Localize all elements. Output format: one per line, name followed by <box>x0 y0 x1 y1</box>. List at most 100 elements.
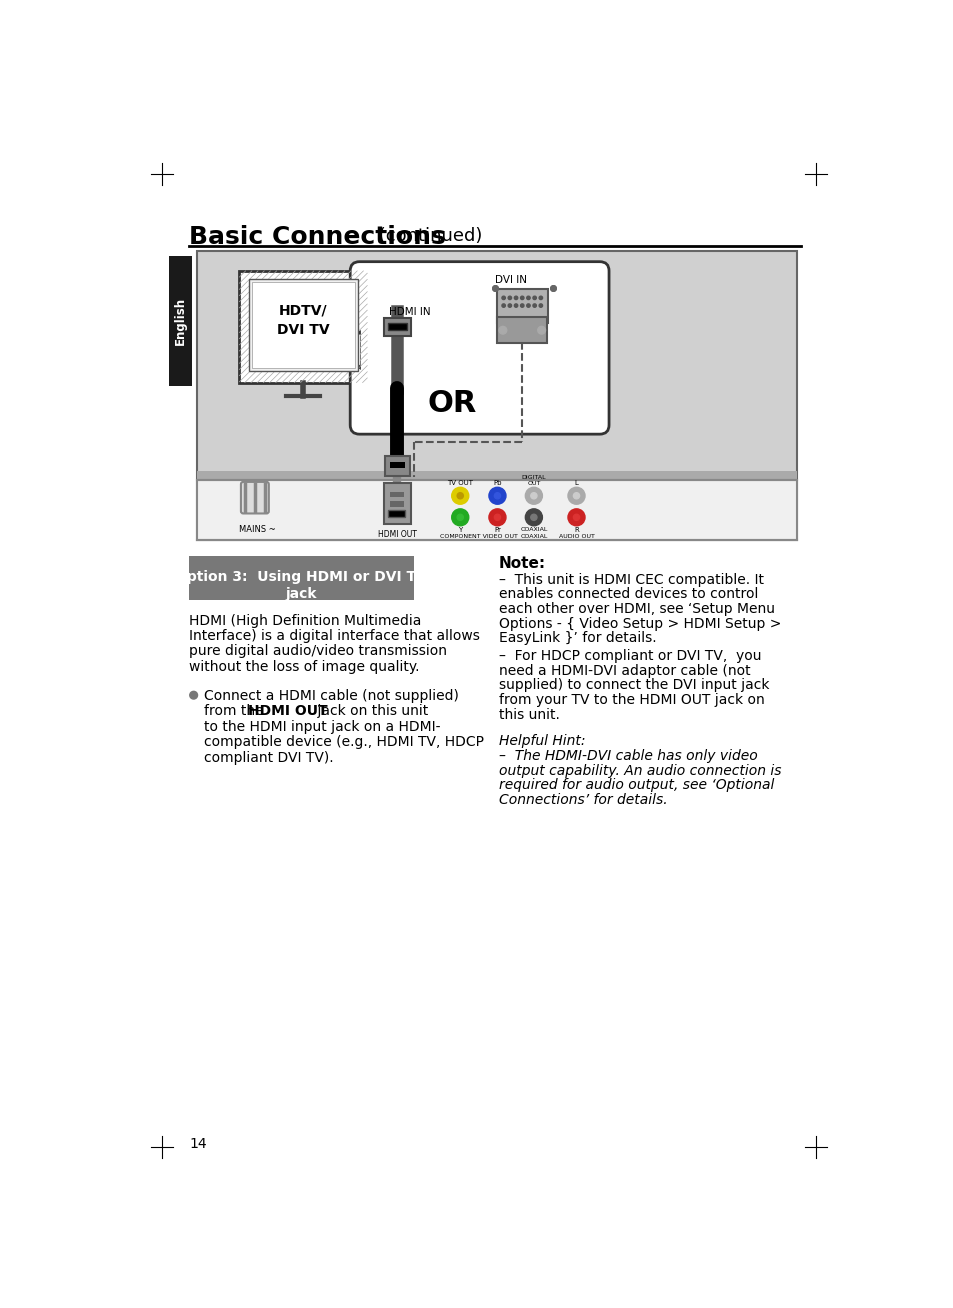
Circle shape <box>567 488 584 504</box>
FancyBboxPatch shape <box>497 289 547 323</box>
FancyBboxPatch shape <box>196 471 797 480</box>
Circle shape <box>488 488 505 504</box>
Circle shape <box>501 303 505 307</box>
Text: Options - { Video Setup > HDMI Setup >: Options - { Video Setup > HDMI Setup > <box>498 616 781 630</box>
Text: without the loss of image quality.: without the loss of image quality. <box>189 659 419 674</box>
FancyBboxPatch shape <box>241 481 269 514</box>
Circle shape <box>538 303 542 307</box>
Text: EasyLink }’ for details.: EasyLink }’ for details. <box>498 632 656 645</box>
Text: DIGITAL
OUT: DIGITAL OUT <box>521 475 546 485</box>
Circle shape <box>538 296 542 300</box>
Text: English: English <box>173 297 187 345</box>
Circle shape <box>520 303 523 307</box>
Circle shape <box>508 296 511 300</box>
Text: enables connected devices to control: enables connected devices to control <box>498 587 758 602</box>
Circle shape <box>452 488 468 504</box>
Text: from your TV to the HDMI OUT jack on: from your TV to the HDMI OUT jack on <box>498 693 764 706</box>
Text: COAXIAL: COAXIAL <box>519 534 547 539</box>
Text: jack on this unit: jack on this unit <box>313 705 428 718</box>
Polygon shape <box>337 334 360 366</box>
Text: from the: from the <box>204 705 268 718</box>
Text: supplied) to connect the DVI input jack: supplied) to connect the DVI input jack <box>498 679 769 692</box>
Text: COAXIAL: COAXIAL <box>519 527 547 531</box>
Text: HDTV/
DVI TV: HDTV/ DVI TV <box>276 303 330 337</box>
FancyBboxPatch shape <box>385 455 410 476</box>
Text: Connect a HDMI cable (not supplied): Connect a HDMI cable (not supplied) <box>204 689 459 702</box>
FancyBboxPatch shape <box>249 279 357 371</box>
Text: Option 3:  Using HDMI or DVI TV: Option 3: Using HDMI or DVI TV <box>175 570 427 583</box>
Circle shape <box>494 514 500 521</box>
FancyBboxPatch shape <box>350 262 608 434</box>
FancyBboxPatch shape <box>189 556 414 600</box>
Text: Helpful Hint:: Helpful Hint: <box>498 735 585 748</box>
Text: jack: jack <box>285 586 316 600</box>
Circle shape <box>452 509 468 526</box>
Text: output capability. An audio connection is: output capability. An audio connection i… <box>498 764 781 778</box>
Circle shape <box>498 327 506 334</box>
Circle shape <box>501 296 505 300</box>
Text: Pr: Pr <box>494 527 500 532</box>
Text: –  This unit is HDMI CEC compatible. It: – This unit is HDMI CEC compatible. It <box>498 573 763 587</box>
Circle shape <box>530 493 537 498</box>
FancyBboxPatch shape <box>388 510 405 518</box>
Text: TV OUT: TV OUT <box>447 480 473 485</box>
FancyBboxPatch shape <box>169 255 192 386</box>
Text: Y: Y <box>457 527 462 532</box>
Circle shape <box>573 514 579 521</box>
Circle shape <box>508 303 511 307</box>
FancyBboxPatch shape <box>497 317 546 343</box>
Circle shape <box>526 296 530 300</box>
Text: pure digital audio/video transmission: pure digital audio/video transmission <box>189 645 447 658</box>
Text: 14: 14 <box>189 1137 207 1151</box>
FancyBboxPatch shape <box>390 501 403 506</box>
Text: HDMI IN: HDMI IN <box>389 307 430 317</box>
Text: –  For HDCP compliant or DVI TV,  you: – For HDCP compliant or DVI TV, you <box>498 649 760 663</box>
Text: need a HDMI-DVI adaptor cable (not: need a HDMI-DVI adaptor cable (not <box>498 663 750 678</box>
Circle shape <box>567 509 584 526</box>
Text: Interface) is a digital interface that allows: Interface) is a digital interface that a… <box>189 629 479 644</box>
Circle shape <box>526 303 530 307</box>
Text: MAINS ~: MAINS ~ <box>238 526 275 534</box>
Text: COMPONENT VIDEO OUT: COMPONENT VIDEO OUT <box>439 534 517 539</box>
Text: this unit.: this unit. <box>498 708 559 722</box>
FancyBboxPatch shape <box>196 480 797 540</box>
Text: Pb: Pb <box>493 480 501 485</box>
Circle shape <box>525 509 542 526</box>
FancyBboxPatch shape <box>239 271 367 382</box>
Text: Connections’ for details.: Connections’ for details. <box>498 793 667 807</box>
Text: L: L <box>574 480 578 485</box>
Text: DVI IN: DVI IN <box>494 275 526 285</box>
Text: HDMI (High Definition Multimedia: HDMI (High Definition Multimedia <box>189 613 421 628</box>
Text: compatible device (e.g., HDMI TV, HDCP: compatible device (e.g., HDMI TV, HDCP <box>204 735 484 749</box>
Text: HDMI OUT: HDMI OUT <box>377 530 416 539</box>
FancyBboxPatch shape <box>196 251 797 540</box>
FancyBboxPatch shape <box>383 318 411 336</box>
Text: OR: OR <box>427 388 476 417</box>
FancyBboxPatch shape <box>388 323 406 330</box>
FancyBboxPatch shape <box>390 462 405 468</box>
Circle shape <box>514 296 517 300</box>
Text: to the HDMI input jack on a HDMI-: to the HDMI input jack on a HDMI- <box>204 719 440 734</box>
Text: AUDIO OUT: AUDIO OUT <box>558 534 594 539</box>
FancyBboxPatch shape <box>390 492 403 497</box>
Text: Note:: Note: <box>498 556 545 570</box>
Circle shape <box>520 296 523 300</box>
Circle shape <box>494 493 500 498</box>
Circle shape <box>456 514 463 521</box>
Circle shape <box>530 514 537 521</box>
FancyBboxPatch shape <box>383 483 411 525</box>
Text: (continued): (continued) <box>373 228 482 245</box>
Text: –  The HDMI-DVI cable has only video: – The HDMI-DVI cable has only video <box>498 749 757 763</box>
Circle shape <box>456 493 463 498</box>
Circle shape <box>190 692 197 698</box>
Text: HDMI OUT: HDMI OUT <box>248 705 327 718</box>
Text: each other over HDMI, see ‘Setup Menu: each other over HDMI, see ‘Setup Menu <box>498 602 774 616</box>
Circle shape <box>537 327 545 334</box>
FancyBboxPatch shape <box>252 281 355 368</box>
Text: compliant DVI TV).: compliant DVI TV). <box>204 751 334 765</box>
Circle shape <box>525 488 542 504</box>
Text: Basic Connections: Basic Connections <box>189 225 445 249</box>
Circle shape <box>533 303 536 307</box>
Circle shape <box>514 303 517 307</box>
Circle shape <box>533 296 536 300</box>
